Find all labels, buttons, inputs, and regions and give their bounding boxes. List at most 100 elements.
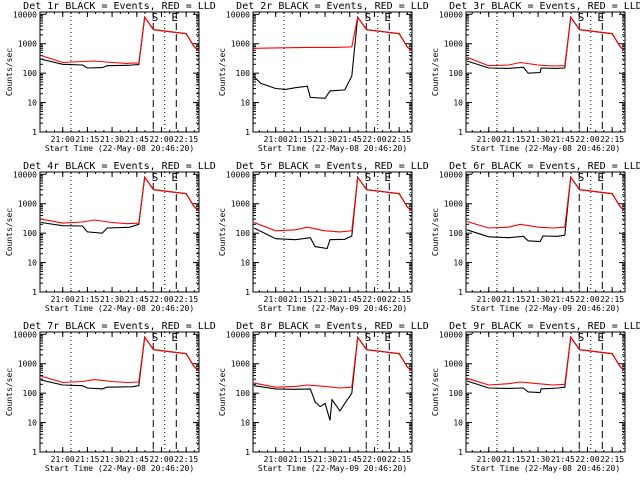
x-tick-label: 22:00: [362, 295, 386, 304]
x-tick-label: 22:15: [600, 135, 624, 144]
saa-start-marker: S: [365, 11, 372, 24]
x-tick-label: 21:45: [338, 135, 362, 144]
x-tick-label: 21:30: [100, 295, 124, 304]
y-tick-label: 10: [453, 99, 463, 108]
saa-start-marker: S: [365, 171, 372, 184]
x-tick-label: 21:30: [313, 295, 337, 304]
panel-title: Det 2r BLACK = Events, RED = LLD: [236, 1, 429, 12]
lld-series-line: [253, 15, 412, 51]
x-tick-label: 22:15: [600, 455, 624, 464]
panel-1: Det 1r BLACK = Events, RED = LLD 1 10 100 10…: [5, 1, 216, 153]
y-axis-label: Counts/sec: [5, 368, 14, 416]
panel-title: Det 9r BLACK = Events, RED = LLD: [449, 321, 640, 332]
x-tick-label: 21:15: [75, 135, 99, 144]
x-tick-label: 21:30: [526, 135, 550, 144]
lld-series-line: [40, 175, 199, 225]
x-tick-label: 21:00: [51, 135, 75, 144]
saa-end-marker: E: [171, 171, 178, 184]
x-tick-label: 22:15: [174, 135, 198, 144]
x-tick-label: 22:15: [174, 455, 198, 464]
saa-end-marker: E: [384, 171, 391, 184]
x-tick-label: 21:15: [288, 455, 312, 464]
plot-frame: [39, 11, 200, 133]
y-tick-label: 10: [240, 419, 250, 428]
y-tick-label: 10000: [13, 170, 37, 179]
saa-start-marker: S: [578, 171, 585, 184]
y-tick-label: 1: [245, 288, 250, 297]
lld-series-line: [466, 15, 625, 67]
lld-series-line: [40, 15, 199, 64]
plot-frame: [465, 11, 626, 133]
x-tick-label: 22:15: [174, 295, 198, 304]
panel-title: Det 7r BLACK = Events, RED = LLD: [23, 321, 216, 332]
x-axis-label: Start Time (22-May-08 20:46:20): [258, 144, 407, 153]
events-series-line: [40, 15, 199, 69]
y-axis-label: Counts/sec: [218, 368, 227, 416]
x-tick-label: 21:00: [51, 455, 75, 464]
x-tick-label: 21:00: [477, 455, 501, 464]
events-series-line: [466, 175, 625, 243]
x-tick-label: 22:15: [600, 295, 624, 304]
y-tick-label: 100: [23, 229, 38, 238]
panel-3: Det 3r BLACK = Events, RED = LLD 1 10 100 10…: [431, 1, 640, 153]
x-tick-label: 21:15: [501, 135, 525, 144]
y-tick-label: 1000: [444, 360, 463, 369]
plot-frame: [252, 171, 413, 293]
x-tick-label: 21:30: [100, 135, 124, 144]
x-tick-label: 21:45: [338, 295, 362, 304]
y-tick-label: 1000: [18, 200, 37, 209]
x-tick-label: 21:45: [551, 135, 575, 144]
saa-start-marker: S: [152, 331, 159, 344]
saa-start-marker: S: [578, 11, 585, 24]
x-tick-label: 21:00: [477, 135, 501, 144]
y-tick-label: 100: [23, 389, 38, 398]
events-series-line: [253, 15, 412, 99]
panel-8: Det 8r BLACK = Events, RED = LLD 1 10 100 10…: [218, 321, 429, 473]
y-tick-label: 100: [23, 69, 38, 78]
x-tick-label: 21:30: [313, 135, 337, 144]
y-tick-label: 10: [453, 259, 463, 268]
x-tick-label: 21:45: [125, 295, 149, 304]
plot-frame: [252, 331, 413, 453]
events-series-line: [466, 15, 625, 74]
y-tick-label: 100: [449, 389, 464, 398]
x-tick-label: 21:45: [551, 455, 575, 464]
saa-end-marker: E: [384, 331, 391, 344]
x-axis-label: Start Time (22-May-08 20:46:20): [471, 144, 620, 153]
y-tick-label: 10: [240, 99, 250, 108]
x-tick-label: 22:00: [575, 455, 599, 464]
x-tick-label: 21:45: [338, 455, 362, 464]
y-tick-label: 10: [27, 419, 37, 428]
y-tick-label: 1000: [444, 200, 463, 209]
x-tick-label: 21:45: [125, 455, 149, 464]
x-tick-label: 22:00: [362, 135, 386, 144]
plot-frame: [39, 331, 200, 453]
saa-end-marker: E: [597, 171, 604, 184]
x-tick-label: 22:15: [387, 455, 411, 464]
y-tick-label: 100: [236, 389, 251, 398]
x-axis-label: Start Time (22-May-08 20:46:20): [45, 304, 194, 313]
x-tick-label: 21:45: [125, 135, 149, 144]
x-tick-label: 22:00: [575, 295, 599, 304]
saa-start-marker: S: [365, 331, 372, 344]
y-tick-label: 1000: [231, 360, 250, 369]
events-series-line: [40, 335, 199, 390]
y-tick-label: 10: [27, 99, 37, 108]
y-tick-label: 1: [458, 448, 463, 457]
x-tick-label: 22:00: [362, 455, 386, 464]
x-tick-label: 22:15: [387, 295, 411, 304]
y-tick-label: 1000: [231, 200, 250, 209]
x-axis-label: Start Time (22-May-09 20:46:20): [258, 464, 407, 473]
y-tick-label: 10: [240, 259, 250, 268]
y-tick-label: 1000: [18, 360, 37, 369]
y-tick-label: 1: [245, 128, 250, 137]
y-tick-label: 1: [458, 288, 463, 297]
y-tick-label: 100: [449, 229, 464, 238]
x-axis-label: Start Time (22-May-08 20:46:20): [45, 464, 194, 473]
x-tick-label: 21:15: [288, 295, 312, 304]
y-axis-label: Counts/sec: [431, 208, 440, 256]
y-axis-label: Counts/sec: [218, 48, 227, 96]
lld-series-line: [253, 335, 412, 389]
x-axis-label: Start Time (22-May-08 20:46:20): [471, 464, 620, 473]
